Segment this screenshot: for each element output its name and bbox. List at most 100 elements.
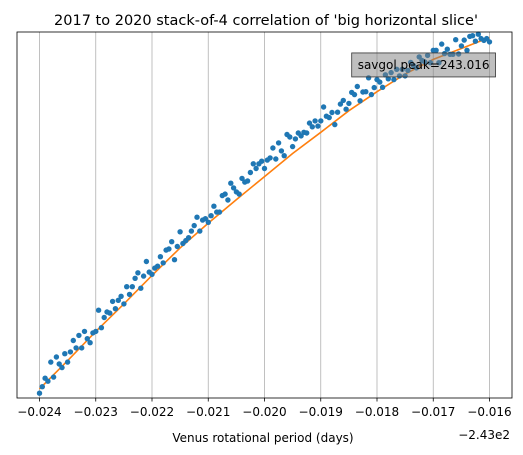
data-point: [135, 270, 141, 276]
data-point: [121, 301, 127, 307]
data-point: [107, 310, 113, 316]
data-point: [50, 374, 57, 380]
data-point: [169, 239, 175, 245]
data-point: [64, 359, 71, 365]
data-point: [185, 235, 192, 241]
x-tick-label: −0.018: [355, 405, 399, 419]
data-point: [461, 37, 467, 43]
data-point: [228, 180, 234, 186]
data-point: [48, 359, 54, 365]
data-point: [379, 84, 386, 91]
annotation-text: savgol peak=243.016: [358, 58, 490, 72]
data-point: [312, 118, 318, 124]
data-point: [315, 123, 321, 129]
data-point: [346, 100, 352, 107]
x-tick-label: −0.019: [299, 405, 343, 419]
data-point: [101, 314, 107, 321]
data-point: [329, 109, 335, 116]
data-point: [188, 228, 195, 234]
data-point: [112, 306, 119, 312]
data-point: [157, 254, 164, 260]
data-point: [391, 76, 397, 83]
data-point: [343, 106, 349, 112]
data-point: [357, 98, 363, 104]
data-point: [250, 161, 256, 167]
x-tick-label: −0.016: [467, 405, 511, 419]
data-point: [95, 307, 102, 313]
x-tick-label: −0.017: [411, 405, 455, 419]
x-offset-label: −2.43e2: [458, 428, 510, 442]
data-point: [93, 328, 99, 335]
data-point: [129, 284, 135, 290]
data-point: [261, 165, 268, 172]
data-point: [98, 325, 105, 331]
x-tick-label: −0.021: [186, 405, 230, 419]
data-point: [239, 175, 245, 182]
data-point: [253, 165, 259, 172]
data-point: [320, 104, 327, 110]
data-point: [197, 228, 203, 234]
annotation-box: [351, 52, 496, 78]
data-point: [143, 258, 150, 265]
data-point: [332, 121, 338, 128]
data-point: [385, 76, 391, 82]
data-point: [275, 140, 282, 146]
data-point: [154, 263, 161, 269]
data-point: [73, 345, 79, 351]
data-point: [39, 384, 45, 390]
data-point: [81, 328, 88, 335]
data-point: [371, 84, 377, 91]
data-point: [177, 229, 183, 235]
data-point: [109, 298, 116, 305]
x-tick-label: −0.024: [17, 405, 61, 419]
data-point: [205, 219, 211, 225]
data-point: [278, 148, 285, 154]
data-point: [306, 120, 313, 126]
x-gridlines: [39, 32, 490, 398]
data-point: [194, 214, 200, 220]
data-point: [273, 156, 279, 162]
data-point: [76, 332, 82, 339]
data-point: [236, 191, 242, 197]
data-point: [287, 134, 293, 140]
data-point: [270, 145, 276, 151]
data-point: [174, 243, 180, 250]
x-tick-label: −0.023: [74, 405, 118, 419]
data-point: [309, 124, 315, 130]
data-point: [337, 101, 344, 107]
data-point: [53, 354, 60, 360]
data-point: [171, 257, 178, 263]
data-point: [70, 337, 77, 344]
data-point: [247, 169, 254, 176]
data-point: [126, 291, 133, 298]
data-point: [486, 39, 493, 45]
data-point: [453, 37, 459, 43]
data-point: [202, 216, 209, 222]
data-point: [118, 293, 124, 299]
data-point: [225, 197, 231, 203]
data-point: [464, 47, 470, 53]
data-point: [472, 38, 479, 44]
data-point: [230, 185, 237, 191]
data-point: [354, 83, 360, 90]
data-point: [318, 118, 324, 124]
data-point: [132, 275, 138, 281]
data-point: [62, 351, 68, 357]
data-point: [244, 178, 251, 184]
data-point: [84, 336, 91, 342]
data-point: [36, 390, 43, 396]
data-point: [67, 349, 74, 355]
data-point: [222, 191, 228, 197]
data-point: [79, 345, 85, 351]
x-axis-label: Venus rotational period (days): [172, 431, 353, 445]
data-point: [124, 284, 130, 290]
data-point: [469, 33, 476, 39]
data-point: [439, 41, 445, 47]
data-point: [208, 213, 214, 219]
data-point: [140, 273, 147, 279]
data-point: [433, 47, 439, 53]
data-point: [45, 378, 51, 384]
data-point: [368, 91, 375, 98]
data-point: [191, 222, 197, 229]
